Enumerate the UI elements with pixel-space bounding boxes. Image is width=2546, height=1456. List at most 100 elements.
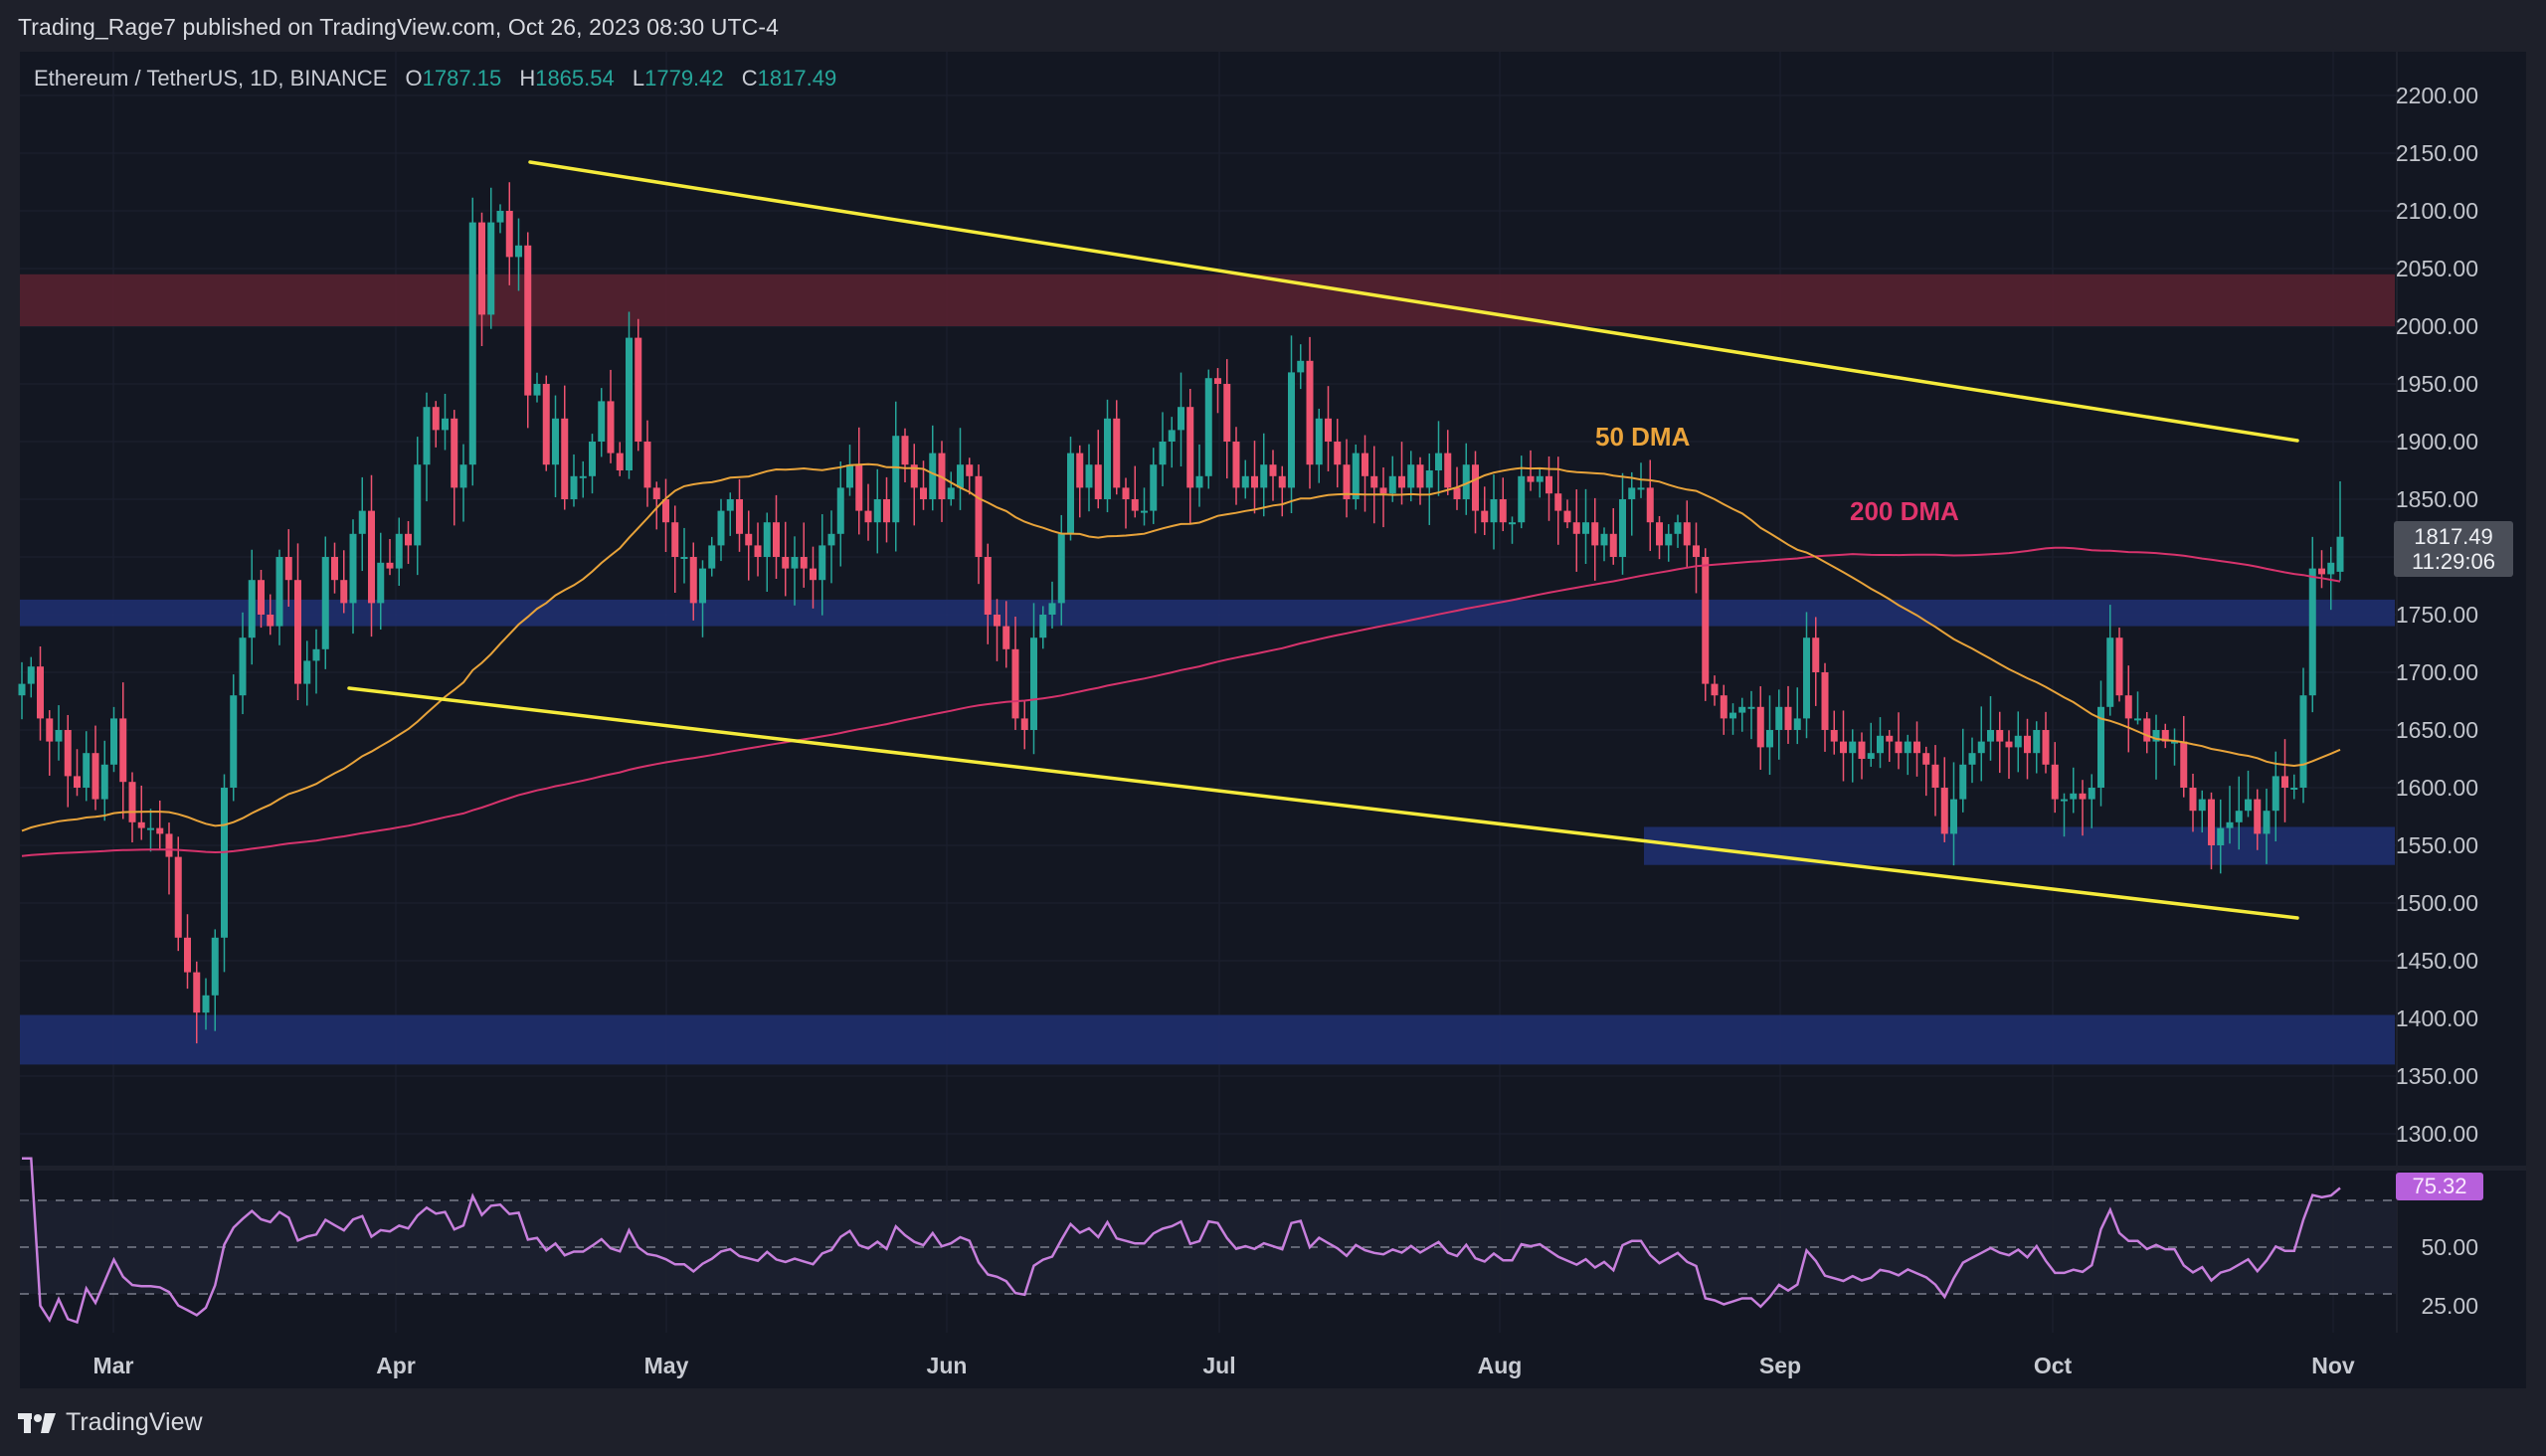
- candle-body: [1812, 637, 1820, 672]
- candle-body: [2024, 735, 2031, 754]
- time-label: Jun: [926, 1353, 968, 1378]
- support-zone: [20, 1014, 2395, 1065]
- candle-body: [1793, 718, 1801, 730]
- upper-trendline: [528, 160, 2299, 443]
- candle-body: [1756, 706, 1764, 748]
- candle-body: [598, 401, 606, 442]
- candle-body: [1766, 730, 1773, 748]
- bar-countdown: 11:29:06: [2411, 549, 2495, 574]
- candle-body: [248, 580, 256, 638]
- candle-body: [1278, 475, 1286, 488]
- candle-body: [1830, 730, 1838, 742]
- candle-body: [782, 557, 790, 569]
- candle-body: [1931, 764, 1939, 788]
- published-by-text: Trading_Rage7 published on TradingView.c…: [18, 14, 779, 40]
- candle-body: [1720, 695, 1728, 719]
- candle-body: [1178, 407, 1184, 431]
- candle-body: [717, 510, 725, 546]
- candle-body: [1628, 487, 1636, 499]
- candle-body: [174, 856, 182, 938]
- candle-body: [607, 401, 615, 454]
- candle-body: [2079, 793, 2087, 800]
- candle-body: [773, 522, 780, 557]
- candle-body: [708, 545, 716, 569]
- last-price-tag: 1817.49 11:29:06: [2394, 521, 2513, 577]
- price-tick: 1450.00: [2395, 948, 2478, 974]
- time-label: Sep: [1758, 1353, 1802, 1378]
- candle-body: [1067, 453, 1074, 534]
- candle-body: [1858, 741, 1866, 759]
- candle-body: [1030, 637, 1037, 730]
- candle-body: [579, 475, 587, 478]
- open-label: O: [405, 66, 423, 91]
- candle-body: [386, 562, 394, 569]
- footer-brand-text: TradingView: [66, 1408, 203, 1436]
- candle-body: [202, 995, 210, 1013]
- candle-body: [1877, 735, 1884, 754]
- candle-body: [635, 337, 642, 442]
- candle-body: [275, 557, 283, 627]
- candle-body: [2208, 799, 2215, 845]
- candle-body: [1048, 603, 1056, 615]
- candle-body: [1232, 442, 1240, 488]
- candle-body: [27, 666, 35, 684]
- candle-body: [1646, 487, 1654, 523]
- candle-body: [340, 580, 348, 604]
- candle-body: [1683, 522, 1691, 546]
- candle-body: [1104, 418, 1111, 499]
- candle-body: [414, 464, 422, 546]
- candle-body: [137, 821, 145, 828]
- candle-body: [303, 660, 311, 684]
- candle-body: [1637, 487, 1645, 490]
- candle-body: [1784, 706, 1792, 730]
- candle-body: [193, 972, 201, 1013]
- candle-body: [2124, 695, 2132, 719]
- candle-body: [1425, 470, 1433, 488]
- candle-body: [552, 418, 559, 465]
- candle-body: [1020, 718, 1028, 730]
- candle-body: [2189, 788, 2197, 812]
- candle-body: [1094, 464, 1102, 499]
- candle-body: [836, 487, 844, 534]
- candle-body: [929, 453, 937, 499]
- candle-body: [432, 407, 440, 431]
- candle-body: [267, 615, 274, 627]
- candle-body: [1775, 706, 1783, 730]
- candle-body: [496, 211, 504, 223]
- candle-body: [2061, 799, 2068, 802]
- candle-body: [827, 533, 835, 546]
- candle-body: [395, 533, 403, 569]
- candle-body: [1867, 753, 1875, 759]
- dma200-annotation: 200 DMA: [1850, 496, 1959, 526]
- candle-body: [1241, 475, 1249, 488]
- candle-body: [975, 475, 983, 557]
- candle-body: [83, 753, 91, 788]
- price-tick: 1700.00: [2395, 659, 2478, 685]
- price-tick: 1950.00: [2395, 371, 2478, 397]
- candle-body: [1499, 499, 1507, 523]
- time-label: May: [643, 1353, 689, 1378]
- low-value: 1779.42: [644, 66, 724, 91]
- candle-body: [64, 730, 72, 777]
- price-tick: 1900.00: [2395, 429, 2478, 455]
- price-tick: 1550.00: [2395, 832, 2478, 858]
- last-price-value: 1817.49: [2414, 524, 2493, 549]
- candle-body: [349, 533, 357, 604]
- candle-body: [957, 464, 964, 488]
- candle-body: [2051, 764, 2059, 800]
- candle-body: [284, 557, 292, 581]
- lower-trendline: [347, 686, 2299, 920]
- candle-body: [2005, 741, 2013, 748]
- price-tick: 1500.00: [2395, 890, 2478, 916]
- candle-body: [920, 487, 927, 499]
- price-tick: 1750.00: [2395, 602, 2478, 628]
- candle-body: [442, 418, 449, 431]
- candle-body: [1904, 741, 1911, 754]
- candle-body: [2290, 788, 2298, 790]
- candle-body: [1481, 510, 1489, 523]
- footer-brand[interactable]: TradingView: [18, 1408, 203, 1437]
- candle-body: [46, 718, 54, 742]
- candle-body: [2097, 706, 2104, 788]
- candle-body: [487, 222, 495, 315]
